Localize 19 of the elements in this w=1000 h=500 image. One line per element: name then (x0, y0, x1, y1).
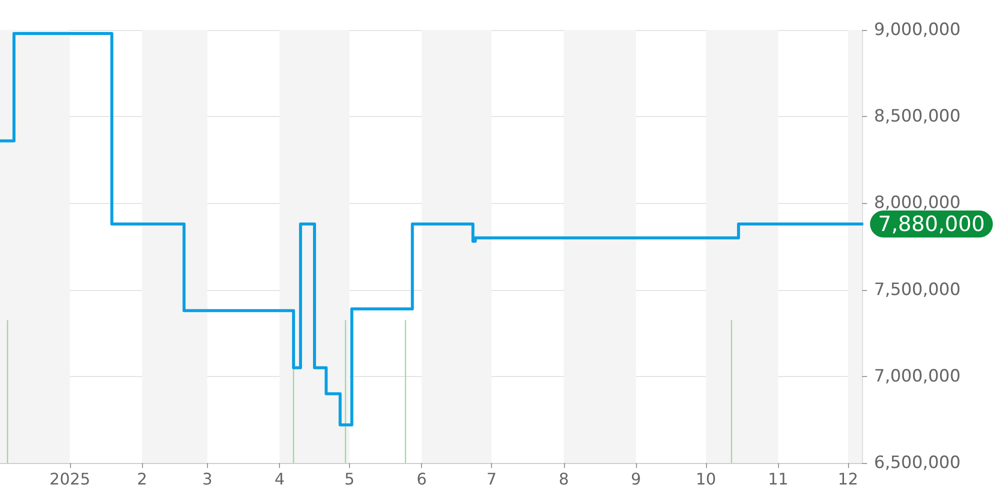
annotation: 7,880,000 (878, 212, 985, 236)
x-tick-label: 2025 (50, 470, 90, 488)
x-tick-label: 2 (137, 470, 148, 488)
x-tick-label: 7 (486, 470, 497, 488)
y-tick-label: 7,500,000 (874, 280, 961, 300)
x-tick-label: 4 (274, 470, 285, 488)
y-tick-label: 6,500,000 (874, 453, 961, 473)
x-tick-label: 11 (768, 470, 788, 488)
x-tick-label: 3 (202, 470, 212, 488)
y-tick-label: 7,000,000 (874, 366, 961, 386)
x-tick-label: 6 (416, 470, 427, 488)
y-tick-label: 8,500,000 (874, 106, 961, 127)
x-tick-label: 9 (630, 470, 642, 488)
y-tick-label: 8,000,000 (874, 193, 961, 214)
x-tick-label: 5 (344, 470, 355, 488)
x-tick-label: 8 (558, 470, 569, 488)
x-tick-label: 12 (838, 470, 858, 488)
x-tick-label: 10 (696, 470, 716, 488)
y-tick-label: 9,000,000 (874, 20, 961, 40)
